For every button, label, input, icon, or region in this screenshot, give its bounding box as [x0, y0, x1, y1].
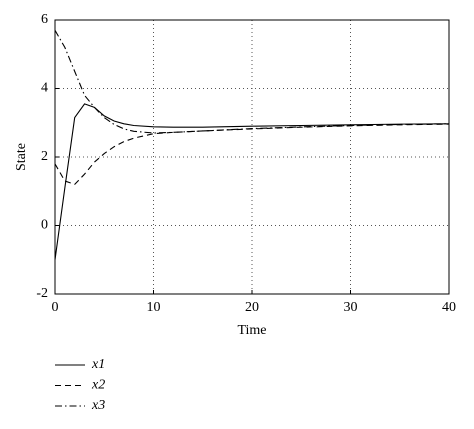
x-tick-label: 10: [147, 300, 161, 315]
y-axis-label: State: [14, 143, 29, 171]
y-tick-label: 6: [41, 12, 48, 27]
legend-label: x2: [91, 378, 105, 393]
y-tick-label: -2: [36, 286, 48, 301]
y-tick-label: 2: [41, 149, 48, 164]
y-tick-label: 0: [41, 218, 48, 233]
series-line: [54, 103, 450, 260]
x-axis-label: Time: [237, 323, 266, 338]
legend-label: x1: [91, 357, 105, 372]
x-tick-label: 20: [245, 300, 259, 315]
x-tick-label: 0: [52, 300, 59, 315]
legend-label: x3: [91, 398, 105, 413]
x-tick-label: 40: [442, 300, 456, 315]
plot-frame: [54, 19, 450, 295]
y-tick-label: 4: [41, 81, 48, 96]
x-tick-label: 30: [344, 300, 358, 315]
series-line: [54, 29, 450, 134]
series-line: [54, 123, 450, 186]
